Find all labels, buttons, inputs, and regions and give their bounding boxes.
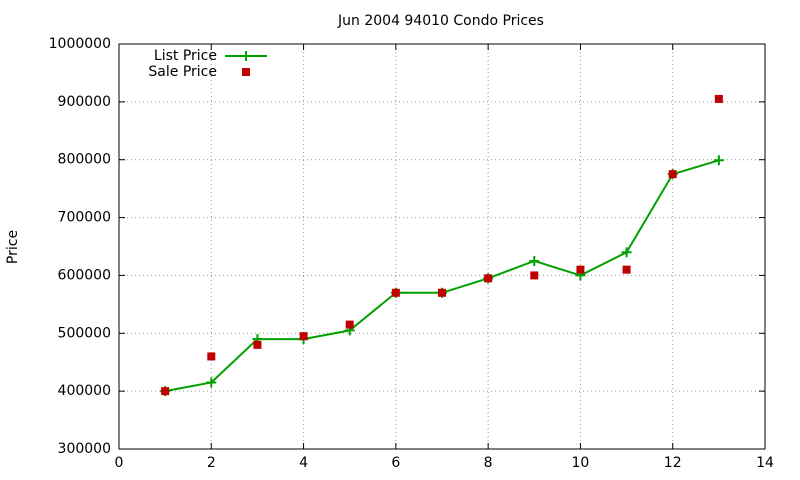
x-tick-label: 6 [391,455,400,471]
data-point [438,288,446,297]
legend-label: Sale Price [148,64,217,80]
data-point [206,377,217,388]
data-point [253,340,262,349]
data-point [484,274,493,283]
data-point [530,271,539,280]
legend-label: List Price [154,48,217,64]
y-tick-label: 700000 [58,210,111,226]
data-point [345,320,354,329]
data-point [714,94,723,103]
data-point [622,265,631,274]
x-tick-label: 12 [664,455,682,471]
x-tick-label: 0 [115,455,124,471]
x-tick-label: 2 [207,455,216,471]
y-tick-label: 900000 [58,94,111,110]
data-point [207,352,216,361]
y-axis-label: Price [5,230,21,264]
y-tick-label: 600000 [58,267,111,283]
data-point [668,170,677,179]
x-tick-label: 14 [756,455,774,471]
x-tick-label: 4 [299,455,308,471]
data-point [161,387,170,396]
y-tick-label: 500000 [58,325,111,341]
data-point [299,332,308,341]
data-point [529,255,540,266]
y-tick-label: 800000 [58,152,111,168]
data-point [621,247,632,258]
x-tick-label: 8 [484,455,493,471]
legend-marker [241,51,251,61]
plot-frame [118,43,766,450]
x-tick-label: 10 [572,455,590,471]
data-point [713,155,724,166]
y-tick-label: 400000 [58,383,111,399]
y-tick-label: 1000000 [49,36,111,52]
chart-title: Jun 2004 94010 Condo Prices [337,13,544,29]
y-tick-label: 300000 [58,441,111,457]
data-point [576,265,585,274]
data-point [391,288,400,297]
legend-marker [242,68,250,76]
